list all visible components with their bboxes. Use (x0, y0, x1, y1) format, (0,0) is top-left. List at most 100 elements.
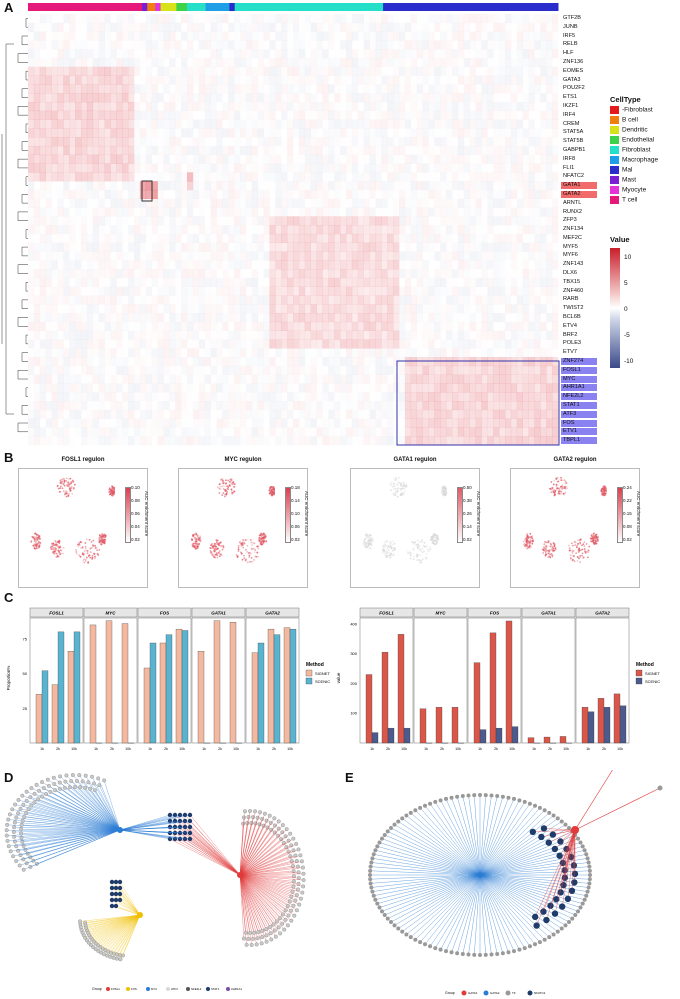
heatmap-cell (363, 436, 370, 446)
heatmap-cell (552, 216, 559, 226)
heatmap-cell (370, 357, 376, 366)
heatmap-cell (269, 181, 275, 190)
heatmap-cell (423, 322, 429, 331)
heatmap-cell (281, 374, 288, 384)
heatmap-cell (298, 75, 306, 85)
heatmap-cell (528, 339, 535, 349)
heatmap-cell (281, 84, 288, 94)
heatmap-cell (269, 22, 276, 32)
heatmap-cell (434, 172, 440, 181)
heatmap-cell (98, 181, 105, 191)
heatmap-cell (352, 383, 358, 392)
heatmap-cell (369, 260, 376, 270)
heatmap-cell (57, 401, 64, 411)
heatmap-cell (446, 418, 453, 428)
heatmap-cell (434, 348, 441, 358)
heatmap-cell (69, 419, 75, 428)
heatmap-cell (381, 427, 388, 437)
heatmap-cell (352, 436, 358, 445)
umap-point (54, 544, 56, 547)
heatmap-cell (352, 392, 358, 401)
heatmap-cell (81, 375, 87, 384)
heatmap-cell (293, 49, 299, 58)
heatmap-cell (457, 260, 465, 270)
heatmap-cell (428, 365, 435, 375)
heatmap-cell (240, 383, 246, 392)
heatmap-cell (222, 128, 229, 138)
heatmap-cell (352, 410, 358, 419)
heatmap-cell (375, 295, 382, 305)
heatmap-cell (440, 242, 447, 252)
heatmap-cell (340, 313, 347, 323)
heatmap-cell (487, 242, 494, 252)
heatmap-cell (192, 31, 200, 41)
heatmap-cell (281, 190, 287, 199)
heatmap-cell (463, 189, 470, 200)
heatmap-cell (39, 119, 46, 129)
heatmap-cell (499, 427, 506, 437)
heatmap-cell (275, 365, 282, 375)
heatmap-cell (234, 234, 240, 243)
heatmap-cell (298, 304, 306, 314)
heatmap-cell (87, 216, 93, 225)
heatmap-cell (440, 199, 446, 208)
heatmap-cell (152, 49, 158, 58)
heatmap-cell (146, 383, 152, 392)
heatmap-cell (187, 172, 194, 182)
heatmap-cell (99, 269, 105, 278)
heatmap-cell (399, 49, 405, 58)
heatmap-cell (257, 304, 264, 314)
heatmap-cell (305, 14, 311, 23)
annotation-segment (187, 3, 207, 11)
heatmap-cell (404, 436, 412, 446)
gene-label: ZNF136 (563, 58, 584, 65)
heatmap-cell (246, 208, 252, 217)
heatmap-cell (122, 348, 128, 357)
heatmap-cell (534, 189, 541, 200)
umap-point (59, 549, 62, 552)
heatmap-cell (281, 286, 288, 296)
heatmap-cell (52, 32, 58, 41)
heatmap-cell (422, 119, 429, 129)
heatmap-cell (146, 251, 152, 260)
heatmap-cell (234, 146, 240, 155)
heatmap-cell (516, 374, 523, 384)
heatmap-cell (57, 75, 64, 85)
heatmap-cell (423, 32, 429, 41)
heatmap-cell (46, 427, 52, 436)
heatmap-cell (128, 189, 135, 200)
heatmap-cell (187, 321, 194, 331)
heatmap-cell (322, 233, 329, 243)
heatmap-cell (475, 436, 482, 446)
heatmap-cell (428, 119, 435, 129)
legend-label: -Fibroblast (622, 106, 653, 114)
heatmap-cell (158, 199, 164, 208)
heatmap-cell (357, 216, 364, 226)
heatmap-cell (181, 155, 187, 164)
heatmap-cell (505, 128, 511, 137)
umap-point (37, 542, 40, 545)
heatmap-cell (98, 101, 105, 112)
heatmap-cell (552, 365, 559, 375)
umap-point (99, 540, 102, 543)
heatmap-cell (375, 111, 381, 120)
heatmap-cell (399, 58, 405, 67)
heatmap-cell (69, 40, 75, 49)
heatmap-cell (216, 154, 223, 164)
heatmap-cell (287, 66, 294, 76)
heatmap-cell (517, 278, 523, 287)
heatmap-cell (51, 93, 58, 103)
heatmap-cell (33, 137, 41, 147)
heatmap-cell (499, 181, 505, 190)
heatmap-cell (440, 225, 446, 234)
heatmap-cell (40, 40, 46, 49)
heatmap-cell (39, 321, 46, 331)
umap-point (112, 491, 115, 493)
heatmap-cell (364, 14, 370, 23)
heatmap-cell (193, 304, 199, 313)
heatmap-cell (499, 93, 505, 102)
heatmap-cell (310, 330, 317, 340)
heatmap-cell (434, 374, 441, 384)
heatmap-cell (422, 101, 429, 112)
heatmap-cell (440, 269, 446, 278)
